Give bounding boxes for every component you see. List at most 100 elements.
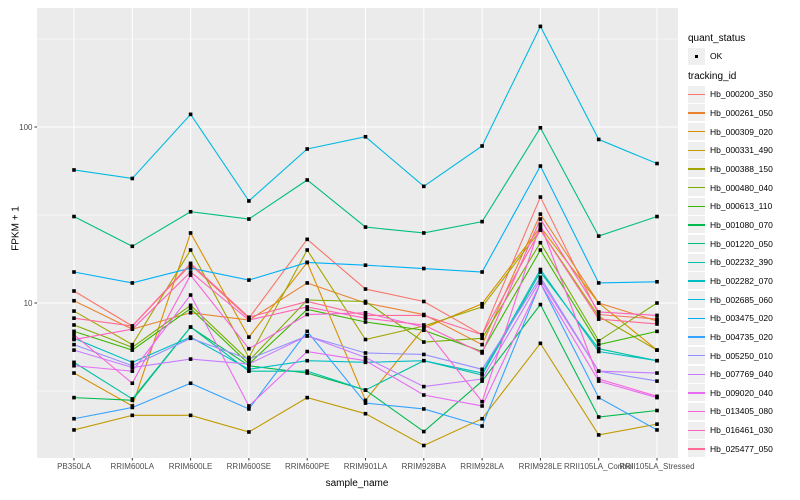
data-point bbox=[480, 371, 484, 375]
data-point bbox=[596, 377, 601, 381]
legend-entry-label: Hb_004735_020 bbox=[710, 331, 773, 342]
data-point bbox=[72, 337, 76, 342]
data-point bbox=[305, 147, 309, 151]
data-point bbox=[596, 310, 601, 314]
data-point bbox=[72, 342, 76, 347]
data-point bbox=[655, 329, 659, 334]
data-point bbox=[72, 360, 76, 365]
x-tick-label: PB350LA bbox=[57, 462, 91, 471]
data-point bbox=[596, 342, 601, 347]
data-point bbox=[305, 307, 309, 312]
series-color-key-icon bbox=[688, 104, 705, 122]
data-point bbox=[363, 299, 368, 304]
x-tick-label: RRIM600LE bbox=[169, 462, 213, 471]
data-point bbox=[596, 369, 601, 373]
data-point bbox=[247, 357, 251, 361]
data-point bbox=[363, 134, 368, 139]
data-point bbox=[538, 222, 543, 227]
data-point bbox=[130, 365, 135, 370]
data-point bbox=[188, 231, 193, 235]
data-point bbox=[422, 340, 426, 344]
data-point bbox=[130, 413, 135, 418]
legend-entry-label: Hb_002282_070 bbox=[710, 275, 773, 286]
data-point bbox=[538, 275, 543, 280]
legend-entry-label: Hb_001080_070 bbox=[710, 219, 773, 230]
series-color-key-icon bbox=[688, 253, 705, 271]
series-color-line bbox=[688, 261, 705, 264]
data-point bbox=[247, 199, 251, 203]
data-point bbox=[247, 346, 251, 351]
data-point bbox=[422, 443, 426, 448]
legend-entry-label: Hb_001220_050 bbox=[710, 238, 773, 249]
data-point bbox=[305, 358, 309, 363]
data-point bbox=[305, 349, 309, 354]
data-point bbox=[538, 281, 543, 285]
data-point bbox=[596, 379, 601, 383]
legend-entry-label: Hb_005250_010 bbox=[710, 350, 773, 361]
data-point bbox=[188, 273, 193, 277]
series-color-key-icon bbox=[688, 365, 705, 383]
legend-entry: Hb_000613_110 bbox=[688, 197, 773, 216]
data-point bbox=[247, 318, 251, 322]
legend-entry-label: Hb_002685_060 bbox=[710, 294, 773, 305]
data-point bbox=[422, 323, 426, 327]
data-point bbox=[480, 301, 484, 306]
series-color-key-icon bbox=[688, 384, 705, 402]
legend-entry: Hb_007769_040 bbox=[688, 365, 773, 384]
data-point bbox=[130, 281, 135, 285]
data-point bbox=[655, 428, 659, 432]
legend-entry: Hb_001080_070 bbox=[688, 216, 773, 235]
data-point bbox=[480, 144, 484, 148]
legend-entry-label: Hb_007769_040 bbox=[710, 369, 773, 380]
x-tick-label: RRIM928LA bbox=[460, 462, 504, 471]
data-point bbox=[188, 413, 193, 418]
series-color-key-icon bbox=[688, 179, 705, 197]
data-point bbox=[655, 322, 659, 326]
data-point bbox=[363, 263, 368, 267]
data-point bbox=[363, 398, 368, 403]
data-point bbox=[363, 316, 368, 320]
data-point bbox=[538, 267, 543, 272]
legend-title-quant-status: quant_status bbox=[688, 33, 746, 44]
data-point bbox=[596, 346, 601, 351]
series-color-line bbox=[688, 392, 705, 394]
data-point bbox=[305, 371, 309, 375]
data-point bbox=[422, 328, 426, 333]
data-point bbox=[422, 313, 426, 318]
data-point bbox=[538, 302, 543, 307]
legend-entry-label: Hb_000613_110 bbox=[710, 201, 773, 212]
data-point bbox=[480, 270, 484, 274]
legend-entry: Hb_002685_060 bbox=[688, 290, 773, 309]
data-point bbox=[188, 112, 193, 117]
series-color-line bbox=[688, 317, 705, 319]
data-point bbox=[247, 278, 251, 282]
data-point bbox=[596, 433, 601, 437]
data-point bbox=[655, 371, 659, 375]
data-point bbox=[363, 351, 368, 355]
data-point bbox=[188, 293, 193, 297]
x-tick-label: RRII105LA_Control bbox=[564, 462, 634, 471]
series-color-key-icon bbox=[688, 309, 705, 327]
data-point bbox=[538, 125, 543, 130]
data-point bbox=[538, 195, 543, 199]
data-point bbox=[188, 261, 193, 266]
x-tick-label: RRIM600SE bbox=[227, 462, 271, 471]
legend-entry-label: Hb_000309_020 bbox=[710, 126, 773, 137]
data-point bbox=[655, 319, 659, 323]
data-point bbox=[480, 404, 484, 408]
data-point bbox=[596, 415, 601, 419]
data-point bbox=[363, 355, 368, 360]
data-point bbox=[305, 395, 309, 400]
data-point bbox=[655, 279, 659, 284]
data-point bbox=[422, 393, 426, 397]
series-color-key-icon bbox=[688, 328, 705, 346]
legend-entry: Hb_003475_020 bbox=[688, 309, 773, 328]
data-point bbox=[538, 248, 543, 252]
x-tick-label: RRIM928BA bbox=[402, 462, 447, 471]
data-point bbox=[480, 377, 484, 381]
series-color-line bbox=[688, 168, 705, 170]
data-point bbox=[305, 312, 309, 317]
legend-entry-label: Hb_000331_490 bbox=[710, 145, 773, 156]
data-point bbox=[363, 388, 368, 392]
data-point bbox=[130, 369, 135, 373]
